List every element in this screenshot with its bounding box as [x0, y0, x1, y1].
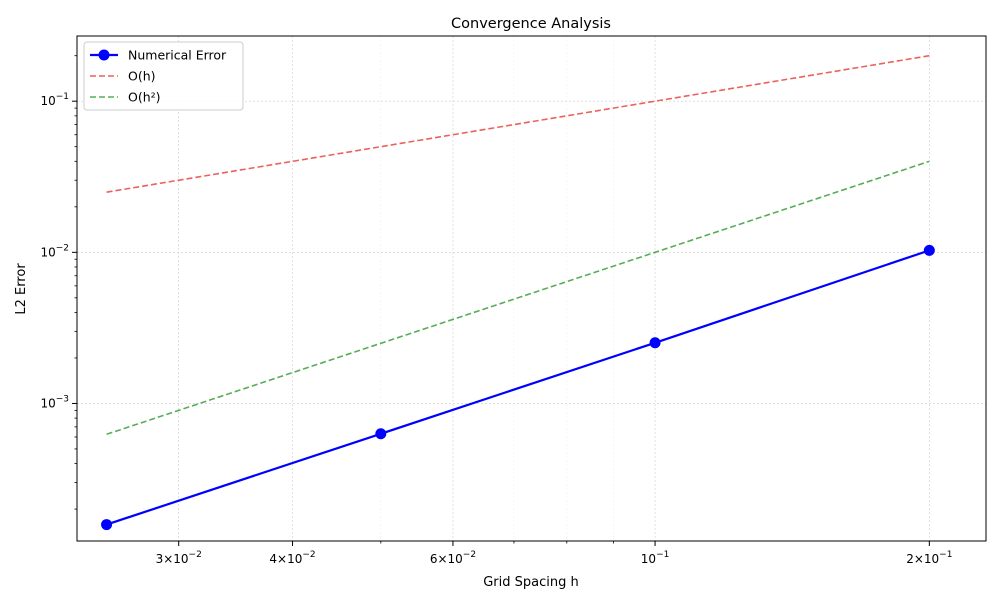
legend-marker	[98, 49, 110, 61]
series-line-1	[106, 249, 930, 526]
series-layer	[101, 54, 935, 531]
x-axis-label: Grid Spacing h	[483, 575, 579, 590]
data-point-marker	[923, 244, 935, 256]
x-tick-label: 10−1	[641, 550, 670, 566]
data-point-marker	[375, 428, 387, 440]
tick-layer: 3×10−2 4×10−2 6×10−2 10−1 2×10−1 10−3 10−2 10−1	[40, 55, 952, 566]
x-tick-label: 2×10−1	[906, 550, 952, 566]
y-tick-label: 10−3	[40, 394, 69, 410]
plot-frame	[76, 35, 987, 542]
x-tick-label: 6×10−2	[430, 550, 476, 566]
legend-box	[83, 41, 244, 111]
series-line-3	[106, 160, 930, 436]
data-point-marker	[101, 519, 113, 531]
y-axis-label: L2 Error	[14, 263, 29, 315]
legend-label-2: O(h)	[128, 69, 156, 84]
chart-title: Convergence Analysis	[451, 16, 611, 32]
x-tick-label: 3×10−2	[156, 550, 202, 566]
grid-layer	[77, 36, 986, 541]
series-line-2	[106, 54, 930, 193]
data-point-marker	[649, 337, 661, 349]
y-tick-label: 10−2	[40, 243, 69, 259]
x-tick-label: 4×10−2	[269, 550, 315, 566]
legend-label-1: Numerical Error	[128, 48, 227, 63]
legend: Numerical Error O(h) O(h²)	[83, 41, 244, 111]
legend-label-3: O(h²)	[128, 90, 161, 105]
y-tick-label: 10−1	[40, 92, 69, 108]
